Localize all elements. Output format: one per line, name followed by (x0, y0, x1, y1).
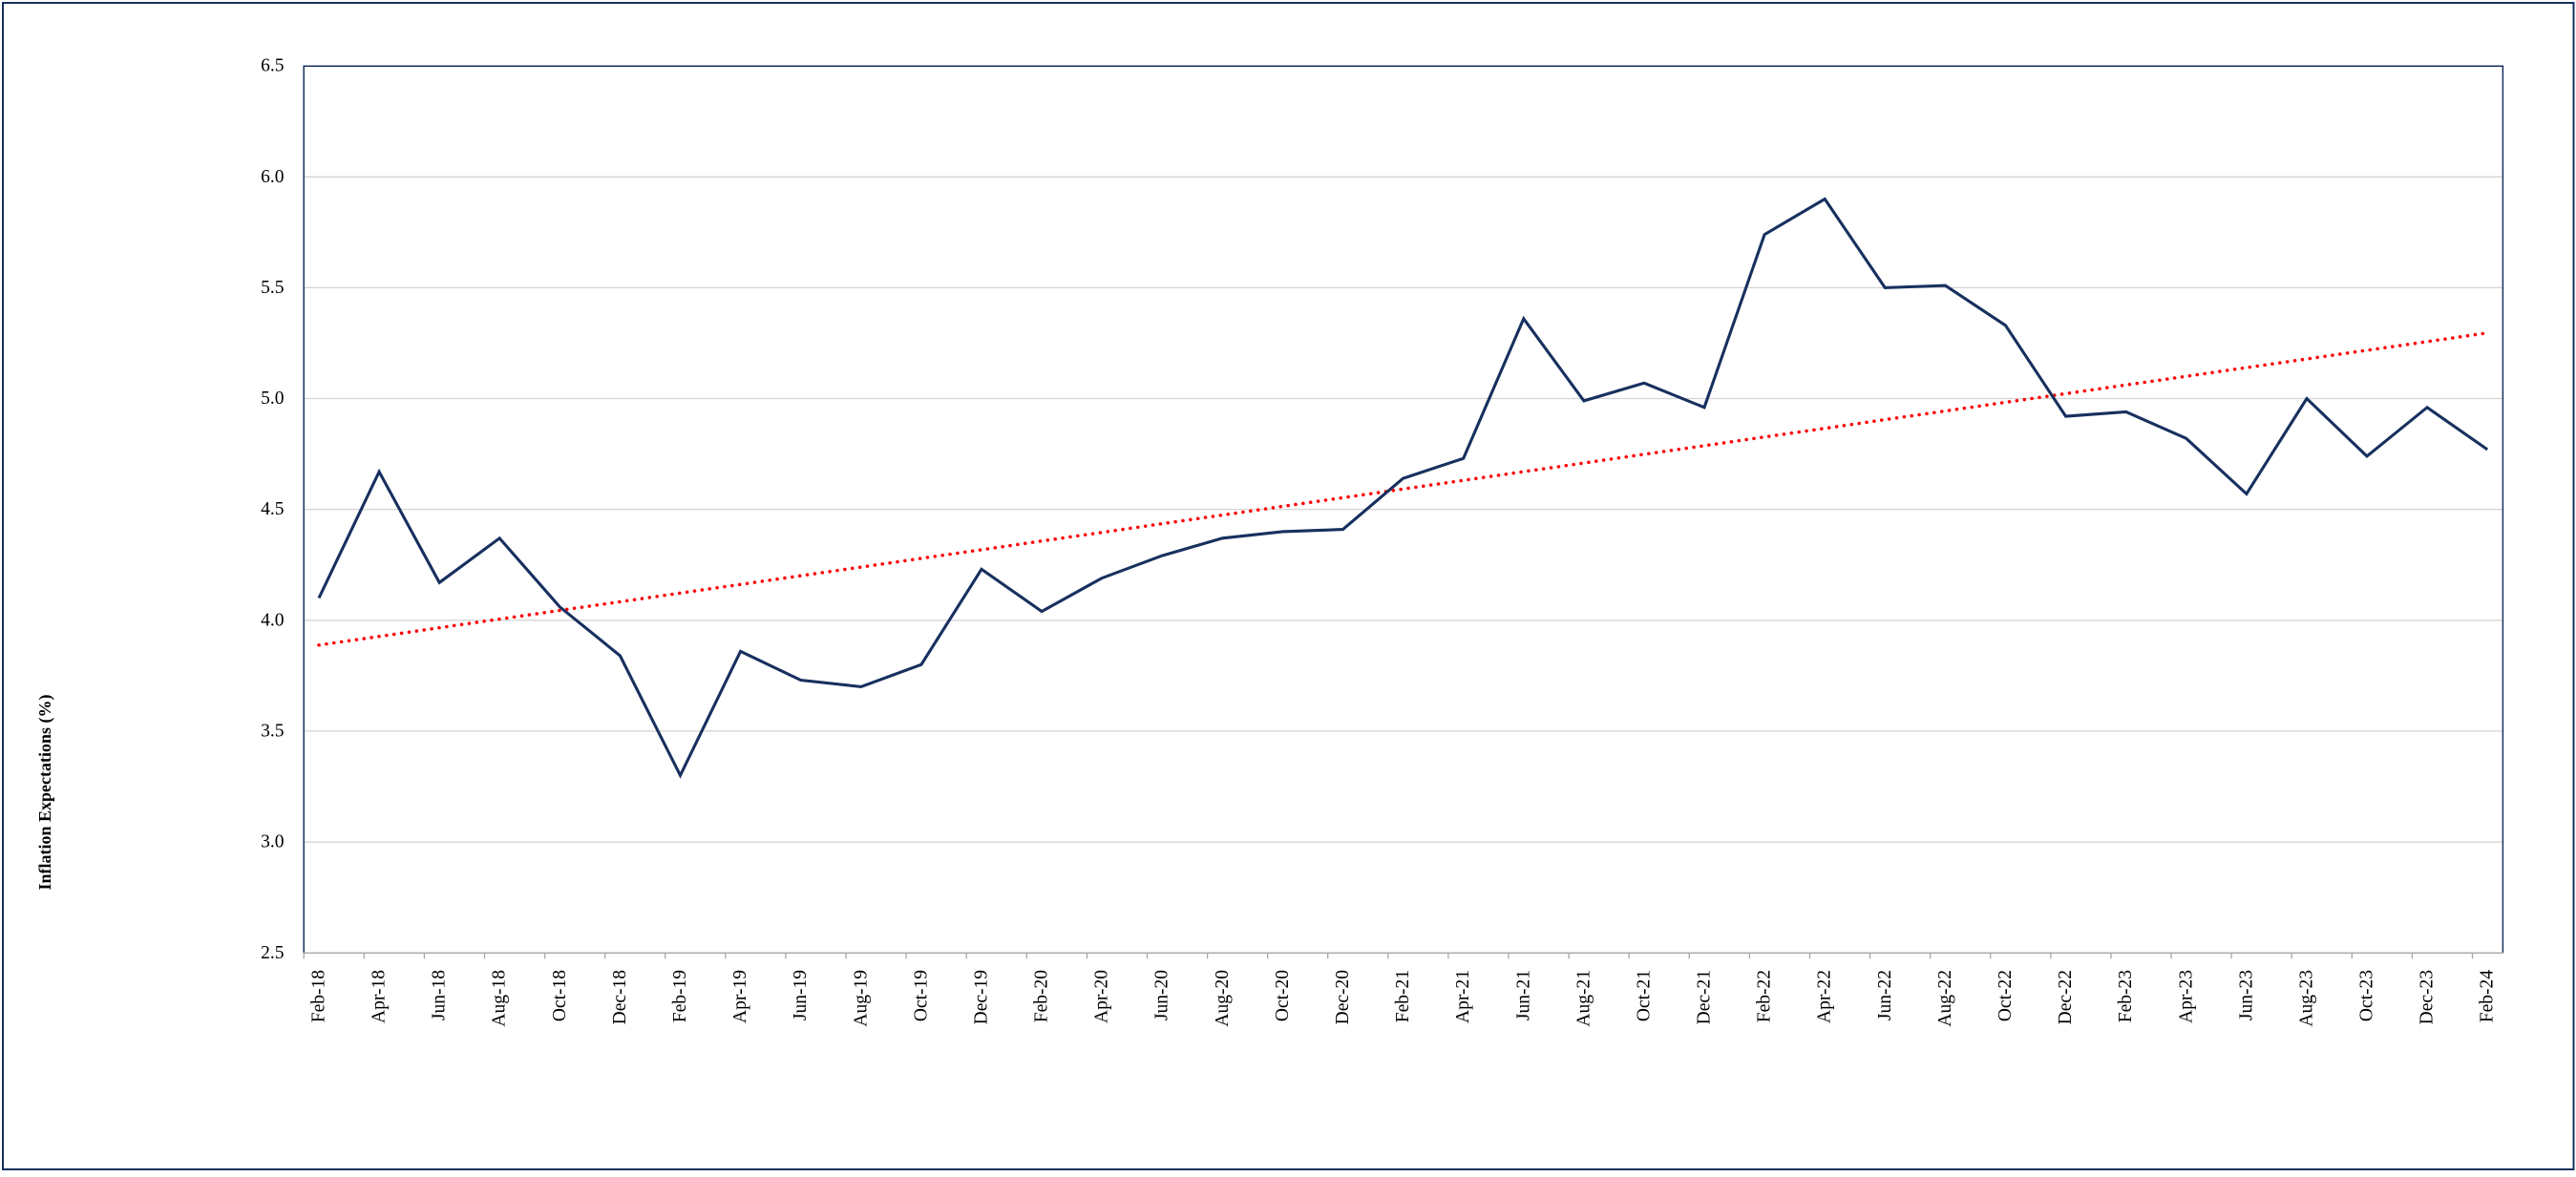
svg-text:Feb-20: Feb-20 (1032, 970, 1052, 1022)
svg-text:Aug-22: Aug-22 (1935, 970, 1955, 1027)
svg-text:5.5: 5.5 (261, 278, 284, 298)
svg-text:Oct-19: Oct-19 (911, 970, 931, 1021)
svg-text:Feb-21: Feb-21 (1393, 970, 1413, 1022)
svg-text:Oct-22: Oct-22 (1995, 970, 2016, 1021)
svg-text:6.0: 6.0 (261, 167, 284, 187)
svg-text:Aug-21: Aug-21 (1573, 970, 1594, 1027)
svg-text:Dec-22: Dec-22 (2056, 970, 2076, 1024)
svg-text:Apr-21: Apr-21 (1453, 970, 1473, 1023)
svg-text:Feb-22: Feb-22 (1755, 970, 1775, 1022)
svg-text:Dec-20: Dec-20 (1333, 970, 1353, 1024)
svg-text:Dec-18: Dec-18 (610, 970, 630, 1024)
svg-text:Apr-18: Apr-18 (370, 970, 390, 1023)
svg-text:5.0: 5.0 (261, 389, 284, 409)
svg-text:Feb-24: Feb-24 (2478, 970, 2498, 1022)
svg-text:Apr-22: Apr-22 (1815, 970, 1835, 1023)
svg-text:Apr-20: Apr-20 (1092, 970, 1112, 1023)
svg-text:Aug-18: Aug-18 (490, 970, 510, 1027)
svg-text:2.5: 2.5 (261, 943, 284, 963)
svg-text:Oct-18: Oct-18 (550, 970, 570, 1021)
svg-text:Feb-19: Feb-19 (670, 970, 690, 1022)
svg-text:Jun-23: Jun-23 (2236, 970, 2256, 1020)
svg-text:Jun-22: Jun-22 (1875, 970, 1895, 1020)
svg-text:Oct-23: Oct-23 (2357, 970, 2377, 1021)
svg-text:4.0: 4.0 (261, 610, 284, 630)
svg-text:Aug-20: Aug-20 (1213, 970, 1233, 1027)
svg-text:Dec-23: Dec-23 (2418, 970, 2438, 1024)
svg-text:Dec-21: Dec-21 (1695, 970, 1715, 1024)
svg-text:Oct-21: Oct-21 (1635, 970, 1655, 1021)
svg-text:Apr-19: Apr-19 (730, 970, 750, 1023)
svg-text:Apr-23: Apr-23 (2176, 970, 2196, 1023)
svg-text:3.0: 3.0 (261, 832, 284, 852)
svg-text:Feb-23: Feb-23 (2116, 970, 2136, 1022)
svg-text:Feb-18: Feb-18 (309, 970, 329, 1022)
svg-text:Jun-20: Jun-20 (1152, 970, 1172, 1020)
svg-text:3.5: 3.5 (261, 721, 284, 741)
svg-text:Dec-19: Dec-19 (972, 970, 992, 1024)
svg-text:6.5: 6.5 (261, 56, 284, 76)
svg-text:Jun-21: Jun-21 (1513, 970, 1533, 1020)
svg-text:4.5: 4.5 (261, 499, 284, 519)
svg-text:Jun-18: Jun-18 (430, 970, 450, 1020)
svg-text:Aug-23: Aug-23 (2297, 970, 2317, 1027)
svg-text:Aug-19: Aug-19 (851, 970, 871, 1027)
svg-text:Inflation Expectations (%): Inflation Expectations (%) (35, 694, 55, 890)
svg-text:Jun-19: Jun-19 (791, 970, 811, 1020)
svg-text:Oct-20: Oct-20 (1273, 970, 1293, 1021)
